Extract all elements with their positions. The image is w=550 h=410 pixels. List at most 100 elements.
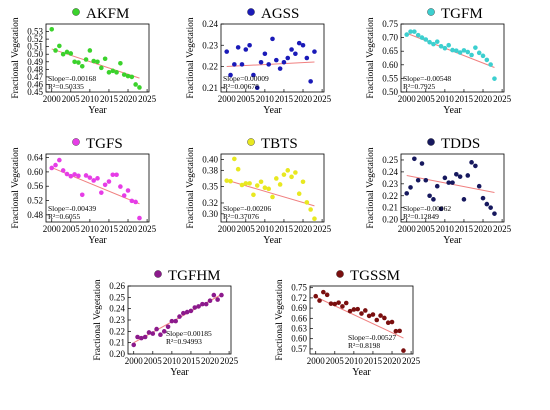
x-tick-label: 2000 xyxy=(43,224,62,234)
data-point xyxy=(91,178,96,183)
data-point xyxy=(419,35,425,40)
data-point xyxy=(300,179,306,185)
trend-line xyxy=(51,167,140,205)
x-tick-label: 2000 xyxy=(218,224,237,234)
y-tick-label: 0.21 xyxy=(202,83,218,93)
y-axis-label: Fractional Vegetation xyxy=(186,147,196,229)
data-point xyxy=(87,175,93,180)
data-point xyxy=(347,308,353,314)
data-point xyxy=(434,183,440,189)
y-tick-label: 0.72 xyxy=(291,293,307,303)
trend-line xyxy=(406,174,495,194)
data-point xyxy=(76,60,81,65)
plot-frame xyxy=(400,153,505,223)
data-point xyxy=(137,215,142,221)
data-point xyxy=(247,181,252,186)
x-tick-label: 2005 xyxy=(417,94,436,104)
x-tick-label: 2010 xyxy=(436,94,455,104)
y-tick-label: 0.23 xyxy=(382,179,398,189)
x-axis-label: Year xyxy=(263,235,282,246)
data-point xyxy=(137,85,142,90)
r2-annotation: R²=0.94993 xyxy=(166,337,202,346)
data-point xyxy=(121,72,127,77)
y-tick-label: 0.75 xyxy=(291,283,307,293)
data-point xyxy=(465,49,471,55)
y-tick-label: 0.20 xyxy=(382,215,398,225)
data-point xyxy=(110,68,116,74)
x-axis-label: Year xyxy=(352,367,371,378)
data-point xyxy=(469,160,474,165)
data-point xyxy=(102,56,108,62)
data-point xyxy=(57,157,62,163)
y-axis-label: Fractional Vegetation xyxy=(275,279,285,361)
data-point xyxy=(239,62,245,67)
x-tick-label: 2020 xyxy=(119,94,138,104)
x-tick-label: 2020 xyxy=(383,356,402,366)
data-point xyxy=(68,173,74,179)
x-tick-label: 2000 xyxy=(307,356,326,366)
data-point xyxy=(351,307,357,312)
data-point xyxy=(184,309,190,315)
data-point xyxy=(125,73,131,79)
y-tick-label: 0.60 xyxy=(291,334,307,344)
y-tick-label: 0.75 xyxy=(382,19,398,29)
data-point xyxy=(251,192,256,198)
y-tick-label: 0.35 xyxy=(202,182,218,192)
panel-agss: AGSS 0.21 0.22 0.23 0.24 2000 2005 2010 2015 2020… xyxy=(186,6,332,116)
data-point xyxy=(476,183,482,189)
y-tick-label: 0.23 xyxy=(109,315,125,325)
data-point xyxy=(427,193,432,199)
slope-annotation: Slope=-0.00548 xyxy=(403,74,451,83)
data-point xyxy=(281,172,287,177)
data-point xyxy=(219,292,224,298)
data-point xyxy=(177,314,182,319)
data-point xyxy=(169,318,175,324)
data-point xyxy=(389,319,395,325)
x-tick-label: 2020 xyxy=(294,224,313,234)
data-point xyxy=(133,82,138,87)
x-axis-label: Year xyxy=(88,235,107,246)
data-point xyxy=(412,29,417,34)
data-point xyxy=(211,292,217,298)
data-point xyxy=(438,206,444,212)
r2-annotation: R²=0.12849 xyxy=(403,212,439,221)
x-tick-label: 2020 xyxy=(474,224,493,234)
data-point xyxy=(79,192,85,198)
x-tick-label: 2005 xyxy=(417,224,436,234)
data-point xyxy=(480,53,486,59)
data-point xyxy=(95,176,100,181)
data-point xyxy=(72,59,77,65)
y-tick-label: 0.55 xyxy=(382,73,398,83)
data-point xyxy=(76,173,81,179)
panel-title: TGFM xyxy=(441,6,483,22)
data-point xyxy=(79,64,85,69)
x-tick-label: 2015 xyxy=(455,94,474,104)
panel-tgssm: TGSSM 0.570.600.630.660.690.720.75 2000 200… xyxy=(275,268,421,378)
data-point xyxy=(154,326,159,332)
data-point xyxy=(243,181,249,186)
y-tick-label: 0.51 xyxy=(27,42,43,52)
data-point xyxy=(161,329,167,334)
data-point xyxy=(363,308,368,313)
data-point xyxy=(492,211,497,216)
data-point xyxy=(243,47,249,52)
y-tick-label: 0.49 xyxy=(27,57,43,67)
data-point xyxy=(289,174,294,180)
y-tick-label: 0.60 xyxy=(27,167,43,177)
y-tick-label: 0.20 xyxy=(109,349,125,359)
data-point xyxy=(118,184,123,189)
data-point xyxy=(366,313,372,319)
x-tick-label: 2025 xyxy=(313,94,332,104)
data-point xyxy=(312,49,317,54)
data-point xyxy=(203,301,209,307)
data-point xyxy=(412,156,417,162)
data-point xyxy=(215,297,220,302)
data-point xyxy=(49,165,55,171)
y-tick-label: 0.21 xyxy=(109,338,125,348)
title-marker xyxy=(427,138,435,146)
data-point xyxy=(442,175,448,181)
title-marker xyxy=(72,8,80,16)
data-point xyxy=(196,304,201,309)
y-tick-label: 0.66 xyxy=(291,313,307,323)
